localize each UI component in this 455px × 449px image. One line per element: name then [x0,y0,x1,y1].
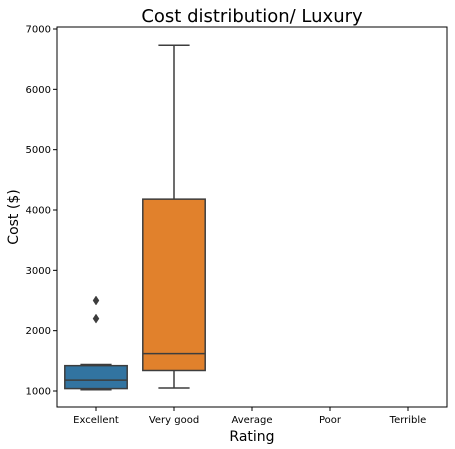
y-axis-label: Cost ($) [6,189,22,244]
x-axis: Excellent Very good Average Poor Terrible [73,407,426,426]
y-axis: 1000 2000 3000 4000 5000 6000 7000 [26,25,57,398]
outlier-point-excellent [92,313,100,324]
y-tick-label: 3000 [26,266,51,277]
x-axis-label: Rating [229,429,274,445]
x-tick-label: Very good [149,415,199,426]
x-tick-label: Terrible [389,415,427,426]
box-very-good [142,198,206,372]
box-excellent [64,364,128,390]
y-tick-label: 7000 [26,25,51,36]
x-tick-label: Poor [319,415,342,426]
x-tick-label: Excellent [73,415,119,426]
boxes-group [64,44,206,391]
y-tick-label: 1000 [26,387,51,398]
y-tick-label: 6000 [26,85,51,96]
outlier-point-excellent [92,295,100,306]
chart-title: Cost distribution/ Luxury [141,6,363,27]
x-tick-label: Average [231,415,272,426]
plot-area-frame [56,26,448,408]
y-tick-label: 4000 [26,206,51,217]
y-tick-label: 2000 [26,326,51,337]
y-tick-label: 5000 [26,145,51,156]
